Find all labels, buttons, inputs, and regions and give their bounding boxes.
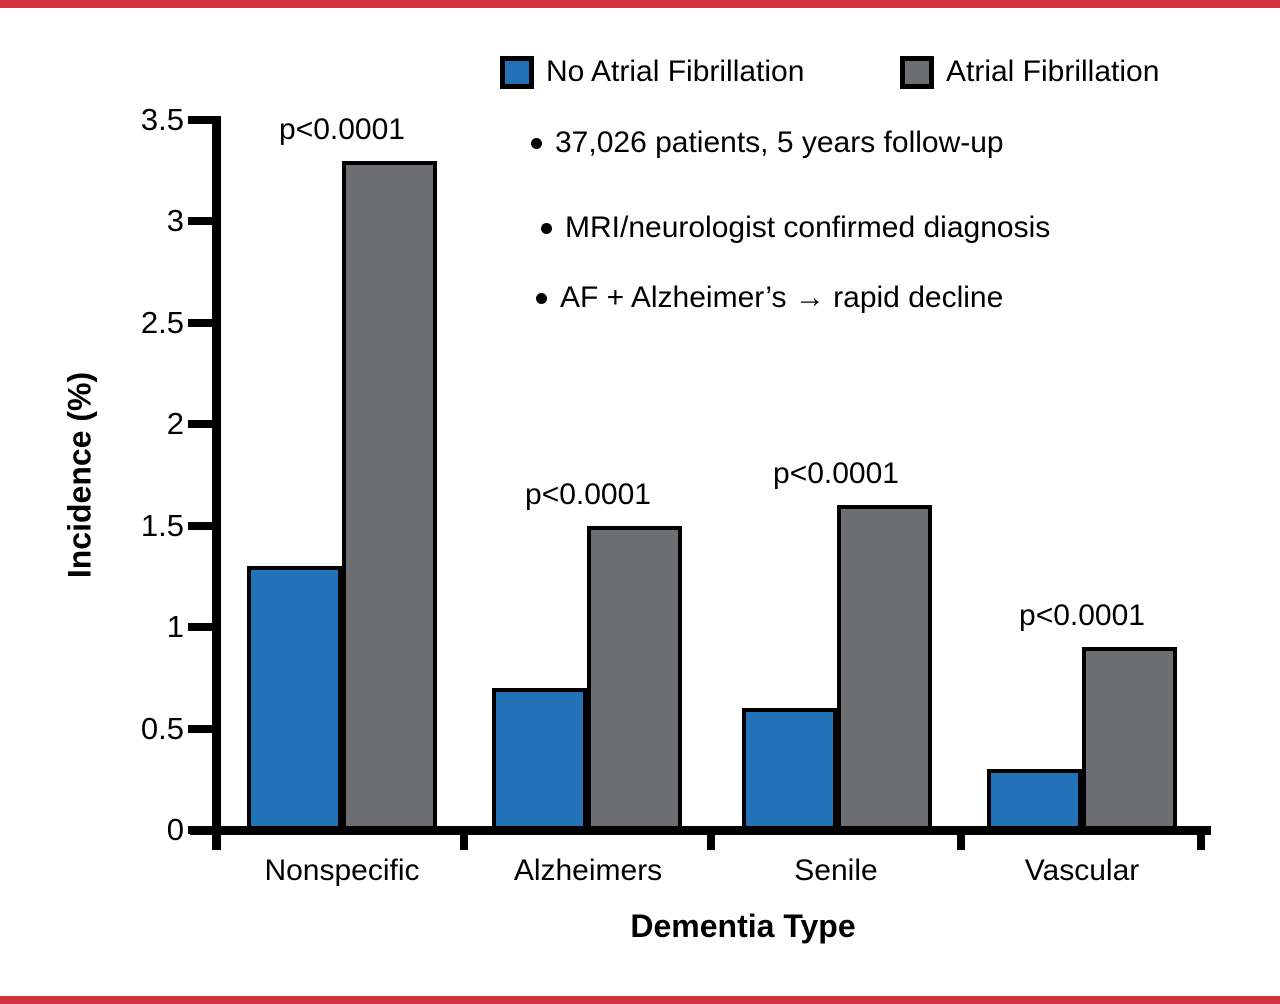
p-value-label: p<0.0001 <box>279 112 405 146</box>
p-value-label: p<0.0001 <box>525 477 651 511</box>
bullet-dot-icon <box>531 138 542 149</box>
bar-no-af-nonspecific <box>247 566 342 830</box>
x-tick <box>707 826 715 850</box>
bottom-border <box>0 996 1280 1004</box>
y-tick <box>188 217 216 226</box>
y-tick-label: 1.5 <box>140 507 184 543</box>
bullet-text: MRI/neurologist confirmed diagnosis <box>565 211 1051 244</box>
y-tick-label: 2.5 <box>140 304 184 340</box>
legend-item-no-atrial-fibrillation: No Atrial Fibrillation <box>500 55 804 89</box>
bullet-item: 37,026 patients, 5 years follow-up <box>531 126 1004 160</box>
bullet-text: AF + Alzheimer’s → rapid decline <box>560 281 1004 314</box>
x-axis <box>190 826 1211 835</box>
y-tick <box>188 623 216 632</box>
top-border <box>0 0 1280 8</box>
x-tick <box>1197 826 1205 850</box>
bar-no-af-senile <box>742 708 837 830</box>
bullet-item: MRI/neurologist confirmed diagnosis <box>541 211 1050 245</box>
category-label-senile: Senile <box>794 854 878 887</box>
y-tick <box>188 420 216 429</box>
bar-af-vascular <box>1082 647 1177 830</box>
y-tick-label: 2 <box>166 406 184 442</box>
legend-swatch-no-atrial-fibrillation <box>500 55 534 89</box>
category-label-alzheimers: Alzheimers <box>513 854 663 887</box>
p-value-label: p<0.0001 <box>773 457 899 491</box>
bullet-item: AF + Alzheimer’s → rapid decline <box>536 281 1003 315</box>
y-axis <box>212 116 221 850</box>
bar-af-nonspecific <box>342 160 437 830</box>
bar-no-af-alzheimers <box>492 688 587 830</box>
y-tick <box>188 116 216 124</box>
x-axis-label: Dementia Type <box>630 908 856 944</box>
legend-label-no-atrial-fibrillation: No Atrial Fibrillation <box>546 55 805 88</box>
bullet-text: 37,026 patients, 5 years follow-up <box>555 126 1004 159</box>
x-tick <box>460 826 468 850</box>
bullet-dot-icon <box>541 223 552 234</box>
bar-no-af-vascular <box>987 769 1082 830</box>
y-tick <box>188 826 216 834</box>
y-tick-label: 3.5 <box>140 102 184 137</box>
x-tick <box>957 826 965 850</box>
y-tick-label: 0.5 <box>140 710 184 746</box>
bullet-dot-icon <box>536 293 547 304</box>
y-tick-label: 1 <box>166 609 184 645</box>
y-tick <box>188 318 216 327</box>
legend-item-atrial-fibrillation: Atrial Fibrillation <box>900 55 1159 89</box>
legend-label-atrial-fibrillation: Atrial Fibrillation <box>946 55 1160 88</box>
bar-af-alzheimers <box>587 525 682 830</box>
y-tick-label: 3 <box>166 203 184 239</box>
y-axis-label: Incidence (%) <box>61 371 98 579</box>
bar-af-senile <box>837 505 932 830</box>
category-label-nonspecific: Nonspecific <box>264 854 420 887</box>
legend-swatch-atrial-fibrillation <box>900 55 934 89</box>
y-tick-label: 0 <box>166 812 184 847</box>
y-tick <box>188 724 216 733</box>
category-label-vascular: Vascular <box>1024 854 1140 887</box>
p-value-label: p<0.0001 <box>1019 599 1145 633</box>
y-tick <box>188 521 216 530</box>
